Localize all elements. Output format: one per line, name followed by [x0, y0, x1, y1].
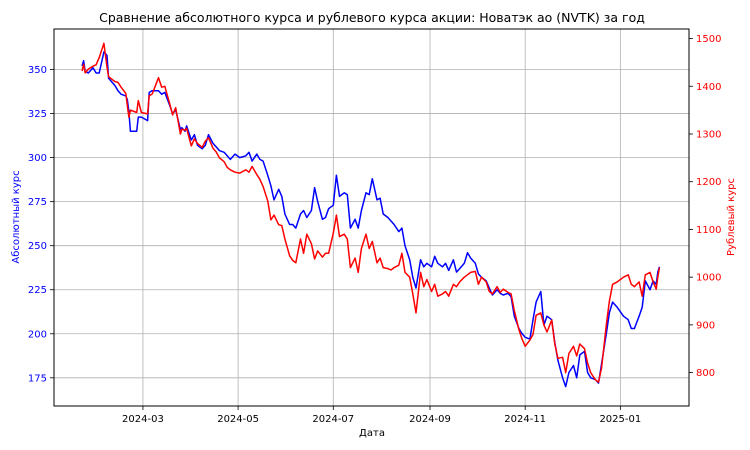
x-tick-label: 2024-07 — [312, 414, 354, 425]
y-right-tick-label: 900 — [696, 320, 715, 331]
y-right-tick-label: 1000 — [696, 273, 721, 284]
series-line-ruble — [81, 42, 661, 383]
y-axis-left-label: Абсолютный курс — [11, 170, 22, 263]
y-left-tick-label: 250 — [28, 241, 47, 252]
chart-title: Сравнение абсолютного курса и рублевого … — [99, 10, 645, 25]
x-axis: 2024-03 2024-05 2024-07 2024-09 2024-11 2025-… — [122, 406, 641, 425]
y-left-tick-label: 200 — [28, 329, 47, 340]
x-axis-label: Дата — [359, 428, 385, 439]
y-left-tick-label: 225 — [28, 285, 47, 296]
y-right-tick-label: 1300 — [696, 129, 721, 140]
x-tick-label: 2024-11 — [504, 414, 546, 425]
grid — [54, 29, 689, 406]
y-right-tick-label: 1100 — [696, 225, 721, 236]
series-layer — [81, 42, 661, 388]
y-axis-left: 175 200 225 250 275 300 325 350 — [28, 65, 54, 384]
y-axis-right-label: Рублевый курс — [726, 178, 737, 256]
y-left-tick-label: 175 — [28, 373, 47, 384]
plot-frame — [53, 28, 690, 407]
y-left-tick-label: 325 — [28, 109, 47, 120]
y-right-tick-label: 1200 — [696, 177, 721, 188]
y-left-tick-label: 350 — [28, 65, 47, 76]
y-left-tick-label: 300 — [28, 153, 47, 164]
y-axis-right: 800 900 1000 1100 1200 1300 1400 1500 — [689, 34, 721, 379]
x-tick-label: 2024-09 — [409, 414, 451, 425]
x-tick-label: 2025-01 — [599, 414, 641, 425]
x-tick-label: 2024-05 — [217, 414, 259, 425]
y-right-tick-label: 1500 — [696, 34, 721, 45]
y-right-tick-label: 1400 — [696, 82, 721, 93]
x-tick-label: 2024-03 — [122, 414, 164, 425]
y-left-tick-label: 275 — [28, 197, 47, 208]
y-right-tick-label: 800 — [696, 368, 715, 379]
